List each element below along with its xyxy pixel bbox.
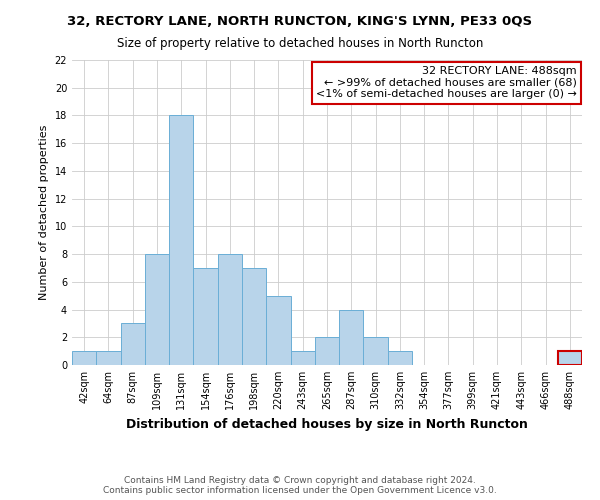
Bar bbox=[558, 351, 582, 365]
Bar bbox=[290, 351, 315, 365]
Text: Size of property relative to detached houses in North Runcton: Size of property relative to detached ho… bbox=[117, 38, 483, 51]
Bar bbox=[145, 254, 169, 365]
X-axis label: Distribution of detached houses by size in North Runcton: Distribution of detached houses by size … bbox=[126, 418, 528, 430]
Bar bbox=[388, 351, 412, 365]
Text: 32, RECTORY LANE, NORTH RUNCTON, KING'S LYNN, PE33 0QS: 32, RECTORY LANE, NORTH RUNCTON, KING'S … bbox=[67, 15, 533, 28]
Bar bbox=[364, 338, 388, 365]
Bar bbox=[72, 351, 96, 365]
Bar bbox=[218, 254, 242, 365]
Bar bbox=[315, 338, 339, 365]
Bar bbox=[266, 296, 290, 365]
Text: 32 RECTORY LANE: 488sqm
← >99% of detached houses are smaller (68)
<1% of semi-d: 32 RECTORY LANE: 488sqm ← >99% of detach… bbox=[316, 66, 577, 100]
Bar bbox=[96, 351, 121, 365]
Bar bbox=[339, 310, 364, 365]
Bar bbox=[121, 324, 145, 365]
Bar bbox=[169, 116, 193, 365]
Bar bbox=[193, 268, 218, 365]
Bar bbox=[242, 268, 266, 365]
Text: Contains HM Land Registry data © Crown copyright and database right 2024.
Contai: Contains HM Land Registry data © Crown c… bbox=[103, 476, 497, 495]
Y-axis label: Number of detached properties: Number of detached properties bbox=[39, 125, 49, 300]
